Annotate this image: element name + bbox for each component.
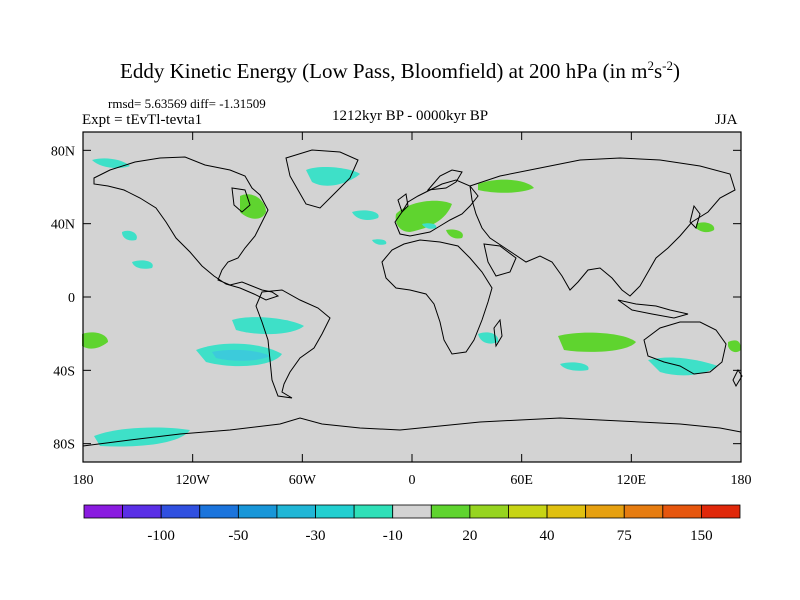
x-tick-label-5: 120E (617, 473, 647, 488)
negative-anomaly-core (212, 349, 270, 361)
coast-europe (394, 179, 479, 237)
period-label: 1212kyr BP - 0000kyr BP (331, 108, 489, 124)
colorbar-box-5 (276, 504, 316, 519)
y-tick-label-0: 80N (51, 144, 75, 159)
plot-title: Eddy Kinetic Energy (Low Pass, Bloomfiel… (120, 58, 680, 83)
negative-anomaly-16 (478, 332, 499, 344)
positive-anomaly-5 (728, 340, 741, 353)
negative-anomaly-14 (122, 230, 137, 241)
colorbar-box-2 (160, 504, 201, 519)
negative-anomaly-18 (92, 158, 130, 168)
colorbar-box-8 (392, 504, 432, 519)
negative-anomaly-17 (560, 362, 589, 371)
colorbar-box-11 (508, 504, 548, 519)
positive-anomaly-6 (696, 222, 715, 233)
coast-indonesia (617, 299, 689, 319)
colorbar-label-6: 75 (617, 528, 632, 544)
colorbar-label-3: -10 (383, 528, 403, 544)
colorbar-box-13 (585, 504, 625, 519)
colorbar-box-0 (83, 504, 123, 519)
colorbar-box-10 (469, 504, 509, 519)
x-tick-label-3: 0 (409, 473, 416, 488)
colorbar-box-16 (701, 504, 741, 519)
map-background (83, 132, 741, 462)
positive-anomaly-0 (240, 194, 266, 219)
coast-north-america (93, 156, 280, 301)
coastlines (82, 149, 743, 447)
coast-scandinavia (426, 169, 463, 191)
colorbar-box-3 (199, 504, 239, 519)
negative-anomaly-20 (422, 223, 437, 229)
x-tick-label-4: 60E (510, 473, 533, 488)
negative-anomaly-13 (352, 210, 379, 220)
experiment-label: Expt = tEvTl-tevta1 (82, 112, 203, 128)
y-tick-label-2: 0 (68, 291, 75, 306)
negative-anomaly-19 (372, 239, 387, 245)
coast-britain (397, 193, 409, 213)
map-axes: 80N 40N 0 40S 80S 180 120W 60W 0 60E 120E 180 (51, 132, 752, 488)
colorbar-label-0: -100 (147, 528, 175, 544)
coast-madagascar (493, 318, 503, 348)
negative-anomaly-9 (232, 317, 304, 335)
coast-africa (381, 239, 493, 355)
coast-hudson-bay (231, 187, 251, 213)
y-tick-label-4: 80S (53, 438, 75, 453)
colorbar-box-15 (662, 504, 702, 519)
colorbar-box-6 (315, 504, 355, 519)
coast-south-america (255, 289, 331, 399)
season-label: JJA (715, 112, 738, 128)
x-tick-label-6: 180 (731, 473, 752, 488)
positive-anomaly-7 (446, 229, 463, 239)
colorbar-label-4: 20 (462, 528, 477, 544)
anomaly-layer (82, 158, 741, 447)
coast-japan (689, 204, 701, 229)
colorbar-box-9 (430, 504, 471, 519)
coast-greenland (285, 149, 359, 209)
colorbar: -100 -50 -30 -10 20 40 75 150 (83, 504, 741, 544)
colorbar-box-1 (122, 504, 162, 519)
y-tick-label-3: 40S (53, 364, 75, 379)
colorbar-label-1: -50 (228, 528, 248, 544)
x-tick-label-1: 120W (176, 473, 211, 488)
coast-asia (469, 157, 736, 297)
positive-anomaly-1 (395, 200, 452, 232)
x-tick-label-2: 60W (289, 473, 317, 488)
y-tick-label-1: 40N (51, 218, 75, 233)
colorbar-label-5: 40 (540, 528, 555, 544)
colorbar-label-7: 150 (690, 528, 713, 544)
coast-antarctica (82, 417, 742, 447)
negative-anomaly-15 (132, 260, 153, 269)
stats-text: rmsd= 5.63569 diff= -1.31509 (108, 96, 266, 111)
positive-anomaly-4 (82, 332, 108, 349)
x-tick-label-0: 180 (73, 473, 94, 488)
colorbar-box-14 (623, 504, 664, 519)
positive-anomaly-2 (478, 179, 534, 193)
colorbar-box-12 (546, 504, 587, 519)
positive-anomaly-3 (558, 332, 636, 352)
colorbar-box-4 (237, 504, 278, 519)
coast-arabia (483, 243, 517, 277)
coast-australia (643, 321, 727, 375)
colorbar-box-7 (353, 504, 394, 519)
colorbar-label-2: -30 (306, 528, 326, 544)
